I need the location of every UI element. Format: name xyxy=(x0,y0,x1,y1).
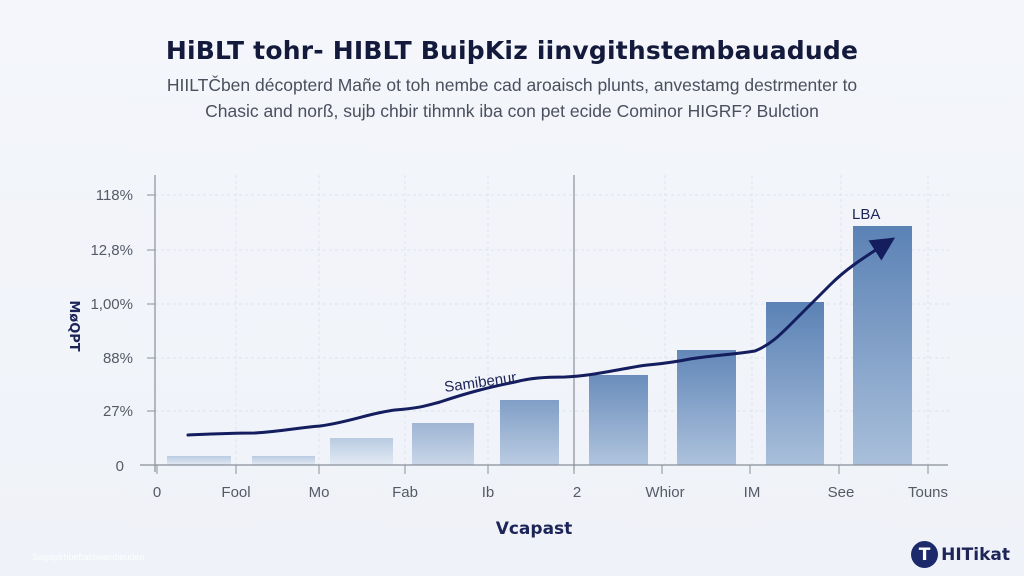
chart-subtitle-line-2: Chasic and norß, sujb chbir tihmnk iba c… xyxy=(205,101,819,121)
bar-4 xyxy=(412,423,474,465)
svg-text:Mo: Mo xyxy=(309,484,330,501)
svg-text:Fab: Fab xyxy=(392,484,418,501)
line-label: Samibenur xyxy=(443,369,517,396)
svg-text:0: 0 xyxy=(116,458,124,475)
svg-text:27%: 27% xyxy=(103,403,133,420)
watermark: Sagapfrhbeftatswambeuden xyxy=(32,552,145,562)
trend-line xyxy=(186,237,896,437)
bar-5 xyxy=(500,400,559,465)
svg-text:1,00%: 1,00% xyxy=(90,296,133,313)
svg-text:88%: 88% xyxy=(103,350,133,367)
logo-text: HITikat xyxy=(941,544,1010,565)
brand-logo: T HITikat xyxy=(911,541,1010,568)
svg-text:118%: 118% xyxy=(96,187,133,204)
bar-3 xyxy=(330,438,393,465)
bar-1 xyxy=(167,456,231,465)
y-ticks xyxy=(147,194,155,412)
bar-series xyxy=(167,226,912,465)
svg-text:Whior: Whior xyxy=(645,484,684,501)
svg-text:Ib: Ib xyxy=(482,484,495,501)
svg-text:See: See xyxy=(828,484,855,501)
x-tick-labels: 0 Fool Mo Fab Ib 2 Whior IM See Touns xyxy=(153,484,948,501)
logo-badge-icon: T xyxy=(911,541,939,568)
x-axis-label: Vcapast xyxy=(496,519,573,539)
bar-7 xyxy=(677,350,736,465)
chart-subtitle-line-1: HIILTČben décopterd Mañe ot toh nembe ca… xyxy=(166,75,858,95)
top-bar-label: LBA xyxy=(852,206,880,223)
y-axis-label: MøQPT xyxy=(66,300,81,351)
bar-9 xyxy=(853,226,912,465)
svg-text:2: 2 xyxy=(573,484,581,501)
svg-text:Touns: Touns xyxy=(908,484,948,501)
bar-2 xyxy=(252,456,315,465)
svg-text:0: 0 xyxy=(153,484,161,501)
x-ticks xyxy=(156,465,929,474)
svg-text:IM: IM xyxy=(744,484,761,501)
y-tick-labels: 118% 12,8% 1,00% 88% 27% 0 xyxy=(90,187,133,475)
bar-6 xyxy=(589,375,648,465)
svg-text:Fool: Fool xyxy=(221,484,250,501)
chart-title: HiBLT tohr- HIBLT BuiþKiz iinvgithstemba… xyxy=(165,36,859,65)
grid-vertical xyxy=(235,175,929,465)
svg-text:12,8%: 12,8% xyxy=(90,242,133,259)
bar-8 xyxy=(766,302,824,465)
